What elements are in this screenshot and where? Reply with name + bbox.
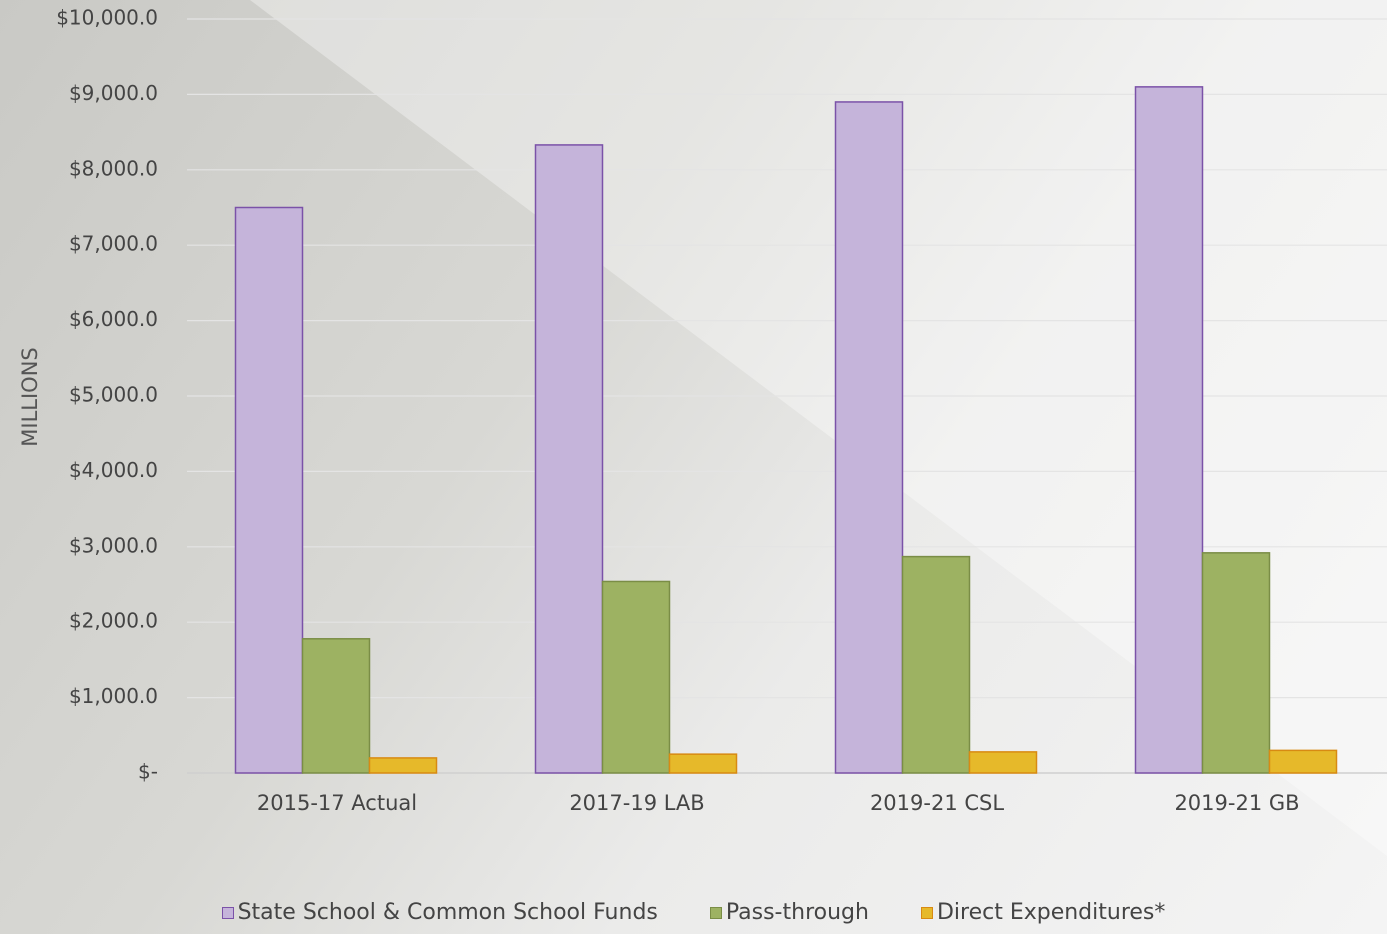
legend-swatch-direct-expenditures: [920, 906, 933, 919]
legend-label-pass-through: Pass-through: [725, 900, 869, 925]
bar-pass-through: [601, 580, 671, 774]
legend-label-direct-expenditures: Direct Expenditures*: [936, 900, 1166, 925]
legend: State School & Common School Funds Pass-…: [0, 900, 1387, 925]
y-tick-label: $1,000.0: [69, 684, 158, 708]
x-category-label: 2017-19 LAB: [569, 791, 704, 815]
y-tick-label: $-: [138, 760, 158, 784]
y-tick-label: $6,000.0: [69, 307, 158, 331]
y-tick-label: $4,000.0: [69, 458, 158, 482]
bar-direct-expenditures: [1268, 749, 1338, 774]
legend-item-pass-through: Pass-through: [709, 900, 869, 925]
y-tick-label: $2,000.0: [69, 609, 158, 633]
y-tick-label: $9,000.0: [69, 81, 158, 105]
y-tick-label: $5,000.0: [69, 383, 158, 407]
bar-state-school: [534, 144, 604, 774]
legend-swatch-state-school: [221, 906, 234, 919]
y-tick-label: $7,000.0: [69, 232, 158, 256]
bar-pass-through: [901, 555, 971, 774]
x-category-label: 2019-21 CSL: [870, 791, 1004, 815]
y-tick-label: $8,000.0: [69, 156, 158, 180]
y-axis-label: MILLIONS: [18, 347, 42, 446]
legend-item-state-school: State School & Common School Funds: [221, 900, 658, 925]
legend-swatch-pass-through: [709, 906, 722, 919]
y-tick-label: $3,000.0: [69, 533, 158, 557]
bar-pass-through: [301, 638, 371, 774]
x-category-label: 2015-17 Actual: [257, 791, 417, 815]
bar-direct-expenditures: [668, 753, 738, 774]
legend-label-state-school: State School & Common School Funds: [237, 900, 658, 925]
y-tick-label: $10,000.0: [56, 6, 158, 30]
y-axis-ticks: $- $1,000.0 $2,000.0 $3,000.0 $4,000.0 $5,000…: [56, 6, 158, 784]
x-category-label: 2019-21 GB: [1174, 791, 1299, 815]
x-axis-categories: 2015-17 Actual 2017-19 LAB 2019-21 CSL 2019…: [257, 791, 1300, 815]
bar-state-school: [1134, 86, 1204, 774]
bar-state-school: [834, 101, 904, 774]
bar-direct-expenditures: [368, 757, 438, 774]
bar-state-school: [234, 206, 304, 774]
bar-pass-through: [1201, 552, 1271, 774]
bar-direct-expenditures: [968, 751, 1038, 774]
bars: [234, 86, 1338, 774]
legend-item-direct-expenditures: Direct Expenditures*: [920, 900, 1166, 925]
